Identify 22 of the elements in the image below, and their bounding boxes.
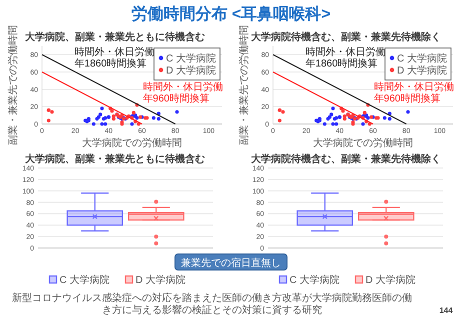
chart-title: 大学病院待機含む、副業・兼業先待機除く: [250, 31, 441, 43]
annotation: 時間外・休日労働年960時間換算: [142, 81, 223, 105]
legend-label: D 大学病院: [136, 274, 186, 286]
text: 労働時間分布 <耳鼻咽喉科>: [131, 5, 331, 23]
x-axis-title: 大学病院での労働時間: [82, 137, 182, 149]
annotation: 時間外・休日労働年960時間換算: [374, 81, 454, 105]
text: 新型コロナウイルス感染症への対応を踏まえた医師の働き方改革が大学病院勤務医師の働き方に与える影響の検証とその対策に資する研究: [12, 292, 412, 316]
text: 兼業先での宿日直無し: [181, 257, 281, 269]
legend-label: D 大学病院: [166, 64, 216, 76]
legend-label: D 大学病院: [366, 274, 416, 286]
legend-label: C 大学病院: [397, 52, 447, 64]
y-axis-title: 副業・兼業先での労働時間: [238, 25, 250, 145]
chart-title: 大学病院、副業・兼業先ともに待機含む: [24, 153, 205, 165]
x-axis-title: 大学病院での労働時間: [313, 137, 413, 149]
chart-title: 大学病院待機含む、副業・兼業先待機除く: [250, 153, 441, 165]
y-axis-title: 副業・兼業先での労働時間: [7, 25, 19, 145]
legend-label: C 大学病院: [166, 52, 216, 64]
legend-label: D 大学病院: [397, 64, 447, 76]
text: 144: [439, 306, 454, 315]
legend-label: C 大学病院: [60, 274, 110, 286]
chart-title: 大学病院、副業・兼業先ともに待機含む: [24, 31, 205, 43]
legend-label: C 大学病院: [290, 274, 340, 286]
